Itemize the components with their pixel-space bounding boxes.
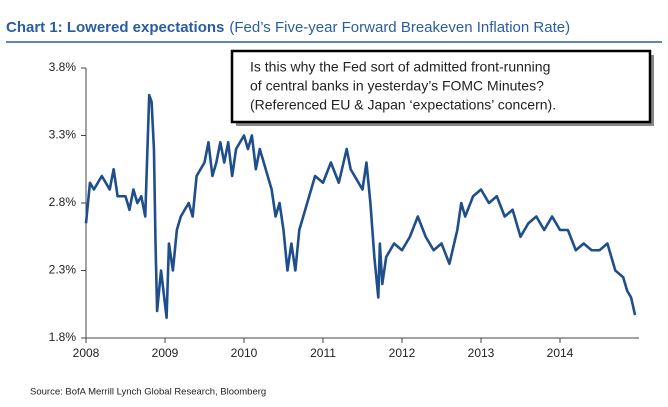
- chart-subtitle: (Fed’s Five-year Forward Breakeven Infla…: [229, 19, 570, 36]
- data-line: [84, 93, 637, 320]
- chart-heading: Chart 1: Lowered expectations (Fed’s Five…: [6, 19, 570, 36]
- y-tick-label: 2.8%: [49, 195, 77, 209]
- y-tick-label: 2.3%: [49, 263, 77, 277]
- annotation-line: Is this why the Fed sort of admitted fro…: [250, 59, 550, 75]
- x-tick-label: 2009: [152, 346, 179, 360]
- plot: [84, 93, 637, 320]
- x-tick-label: 2012: [389, 346, 416, 360]
- annotation-line: of central banks in yesterday’s FOMC Min…: [250, 78, 544, 94]
- y-tick-label: 1.8%: [49, 330, 77, 344]
- x-tick-label: 2011: [310, 346, 336, 360]
- annotation-line: (Referenced EU & Japan ‘expectations’ co…: [250, 97, 556, 113]
- source-note: Source: BofA Merrill Lynch Global Resear…: [30, 387, 266, 398]
- annotation-box: [230, 49, 652, 124]
- chart-title: Chart 1: Lowered expectations: [6, 19, 224, 36]
- y-tick-label: 3.8%: [49, 60, 77, 74]
- x-tick-label: 2008: [73, 346, 100, 360]
- x-tick-label: 2013: [468, 346, 495, 360]
- x-tick-label: 2014: [547, 346, 574, 360]
- y-tick-label: 3.3%: [49, 128, 77, 142]
- x-tick-label: 2010: [231, 346, 258, 360]
